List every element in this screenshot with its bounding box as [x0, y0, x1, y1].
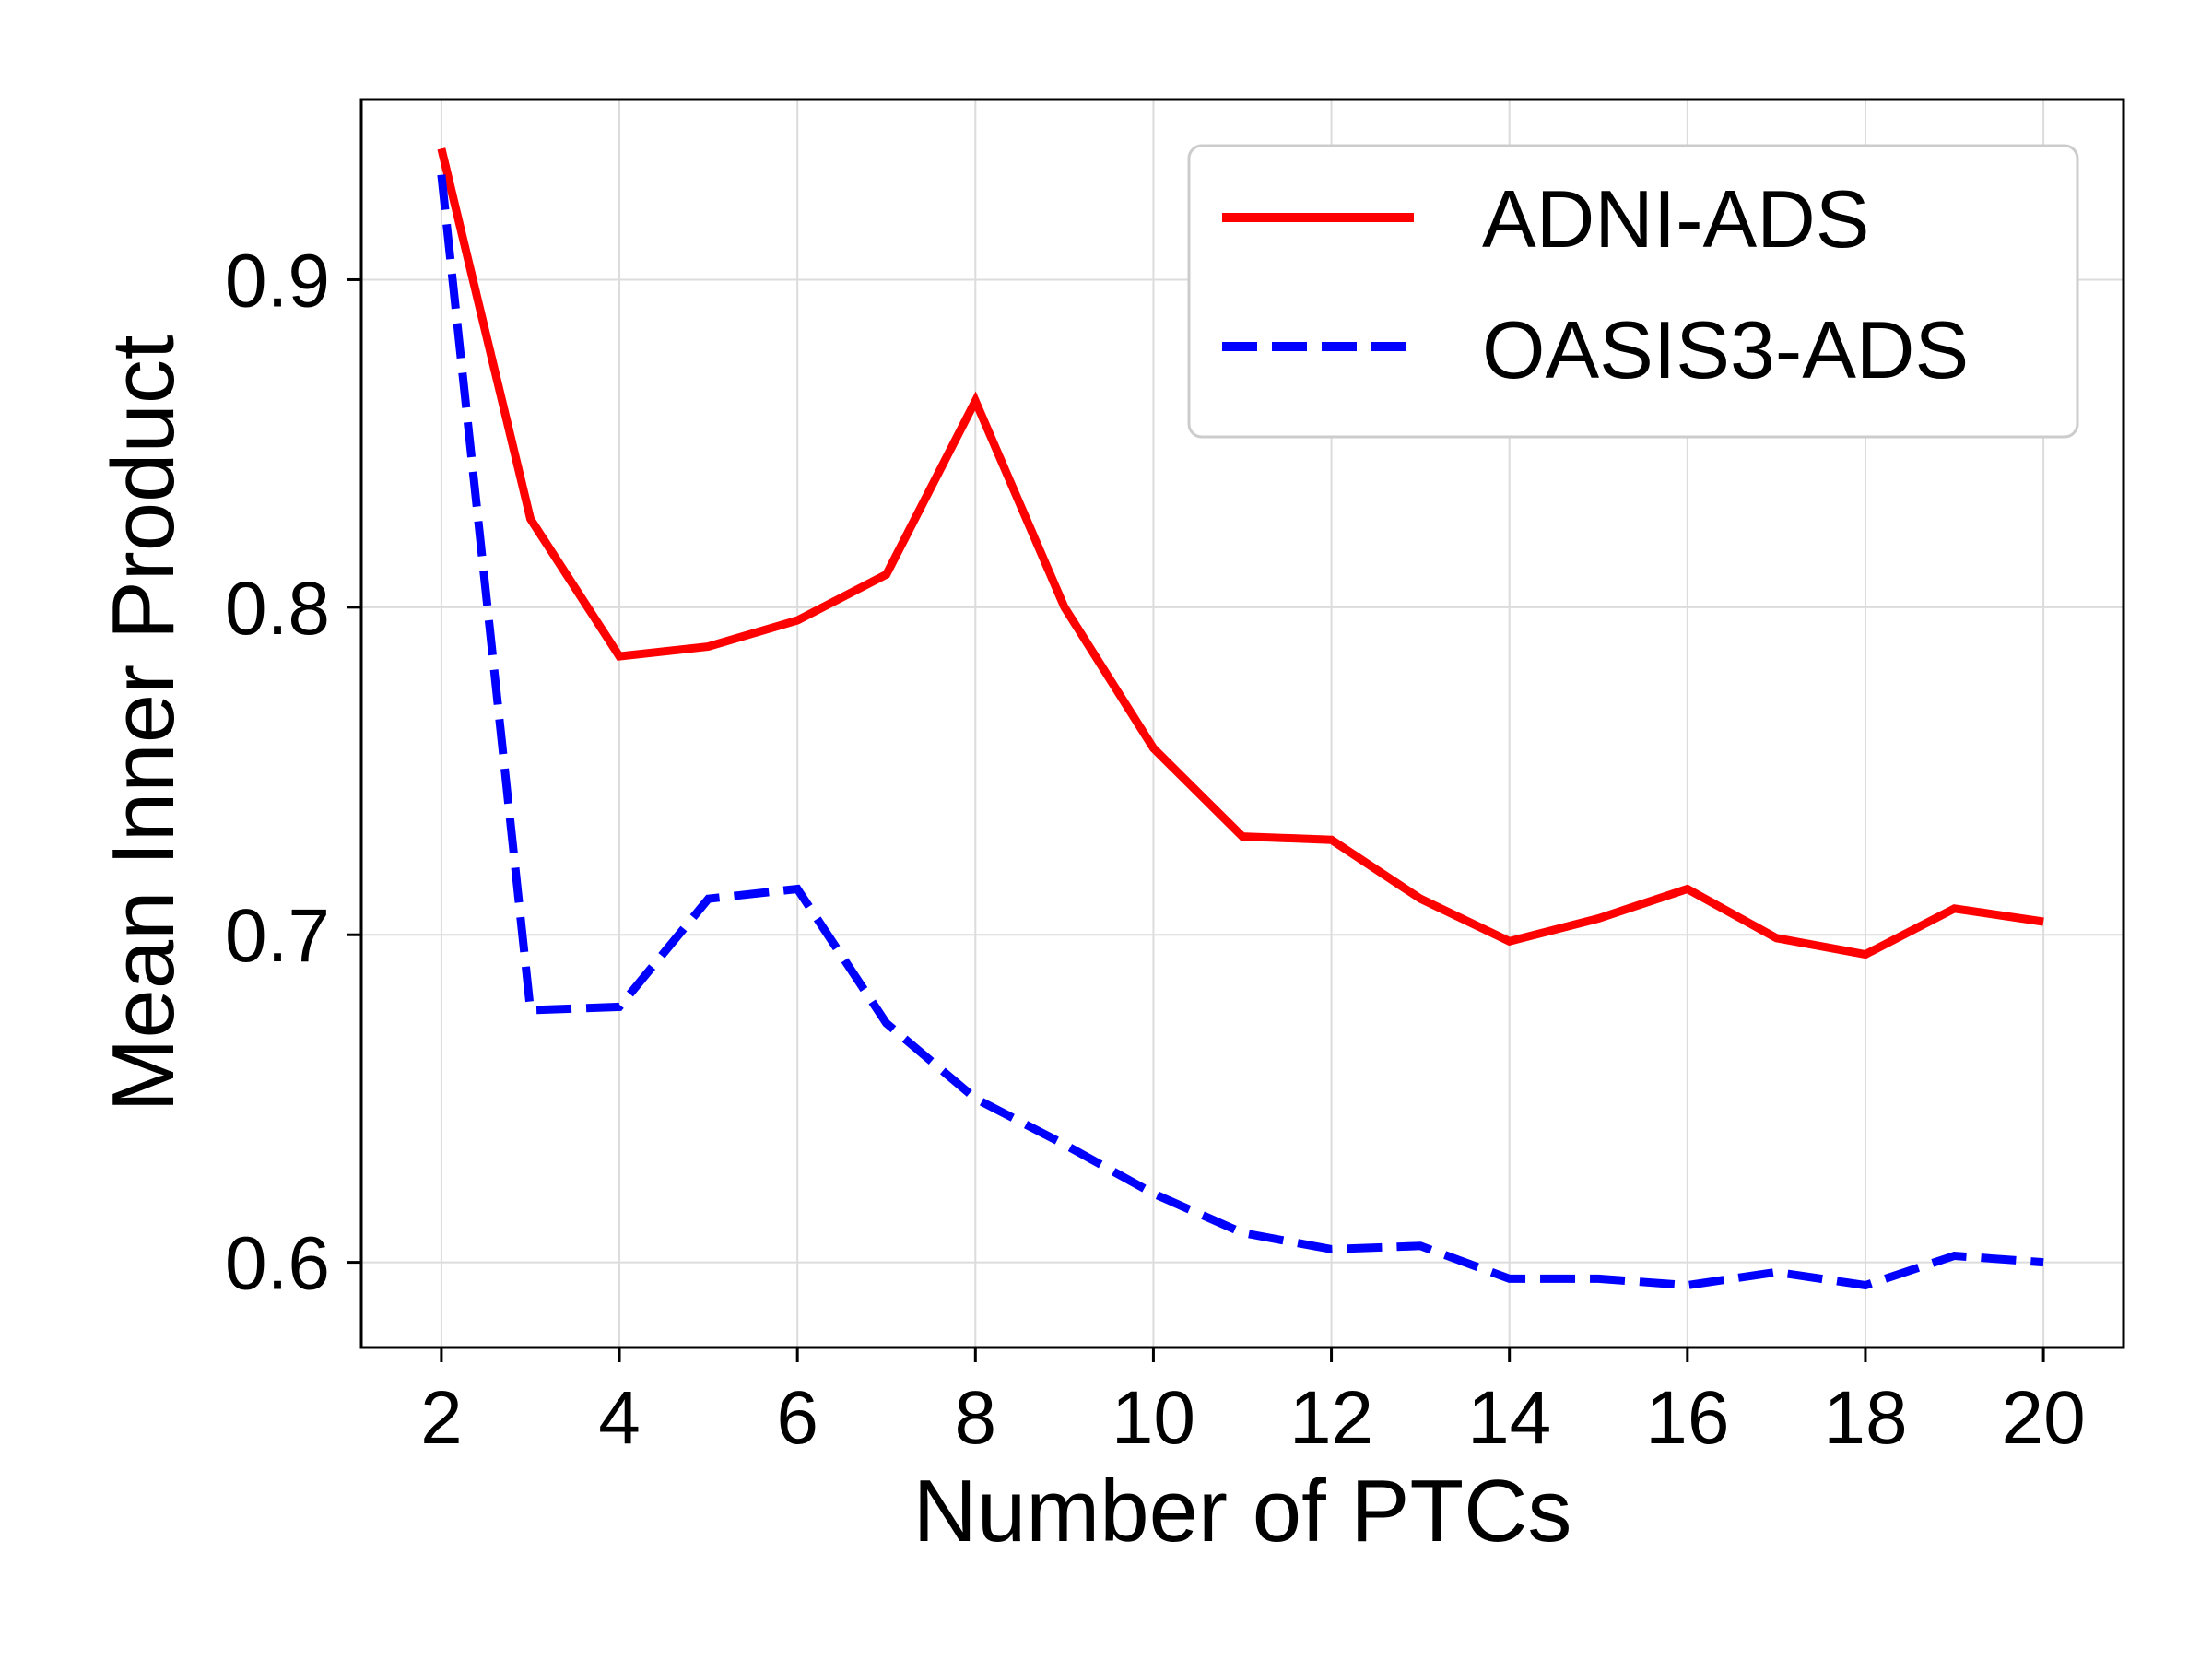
series-lines [437, 147, 2044, 1290]
x-tick-label: 2 [420, 1376, 463, 1460]
x-tick-label: 8 [954, 1376, 996, 1460]
axis-ticks: 2 4 6 8 10 12 14 16 18 20 0.6 0.7 0.8 0.9 [225, 239, 2086, 1460]
legend-label-adni-ads: ADNI-ADS [1482, 173, 1870, 265]
series-line-oasis3-ads [437, 174, 2044, 1290]
y-tick-label: 0.8 [225, 567, 330, 651]
y-tick-label: 0.7 [225, 894, 330, 978]
y-tick-label: 0.6 [225, 1222, 330, 1306]
legend: ADNI-ADS OASIS3-ADS [1187, 144, 2079, 439]
x-tick-label: 18 [1823, 1376, 1907, 1460]
y-tick-label: 0.9 [225, 239, 330, 323]
x-tick-label: 20 [2001, 1376, 2085, 1460]
legend-label-oasis3-ads: OASIS3-ADS [1482, 304, 1969, 395]
x-tick-label: 4 [598, 1376, 641, 1460]
x-tick-label: 6 [776, 1376, 818, 1460]
x-axis-label: Number of PTCs [913, 1462, 1572, 1560]
x-tick-label: 12 [1289, 1376, 1373, 1460]
x-tick-label: 10 [1112, 1376, 1195, 1460]
x-tick-label: 14 [1467, 1376, 1551, 1460]
plot-frame [359, 98, 2125, 1349]
x-tick-label: 16 [1645, 1376, 1729, 1460]
y-axis-label: Mean Inner Product [94, 335, 193, 1112]
series-line-adni-ads [437, 147, 2044, 959]
